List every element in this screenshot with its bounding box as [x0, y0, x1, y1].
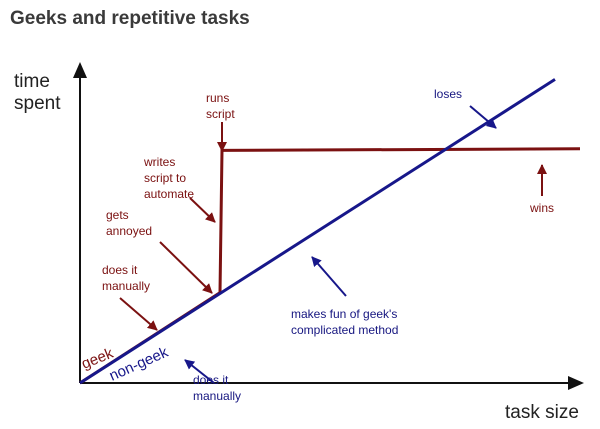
- annotation-gets-annoyed: gets annoyed: [106, 208, 152, 238]
- y-axis-label-line1: time: [14, 71, 50, 92]
- series-label-non-geek: non-geek: [107, 343, 172, 384]
- annotation-loses: loses: [434, 87, 462, 101]
- annotation-wins: wins: [529, 201, 554, 215]
- arrow-does-it-manually-non-geek: [184, 359, 215, 384]
- annotation-writes-script: writes script to automate: [143, 155, 194, 201]
- arrow-does-it-manually-geek: [119, 297, 158, 331]
- annotation-runs-script: runs script: [206, 91, 235, 121]
- chart-title: Geeks and repetitive tasks: [10, 8, 250, 29]
- y-axis-arrowhead: [73, 62, 87, 78]
- y-axis-label-line2: spent: [14, 93, 61, 114]
- series-line-non-geek: [79, 78, 556, 385]
- arrow-gets-annoyed: [159, 241, 213, 294]
- x-axis-label: task size: [505, 402, 579, 423]
- x-axis-arrowhead: [568, 376, 584, 390]
- annotation-makes-fun: makes fun of geek's complicated method: [291, 307, 401, 337]
- annotation-does-it-manually-geek: does it manually: [102, 263, 150, 293]
- arrow-loses: [469, 105, 497, 129]
- arrow-writes-script: [189, 197, 216, 223]
- annotation-does-it-manually-non-geek: does it manually: [193, 373, 241, 403]
- arrow-makes-fun: [311, 256, 347, 297]
